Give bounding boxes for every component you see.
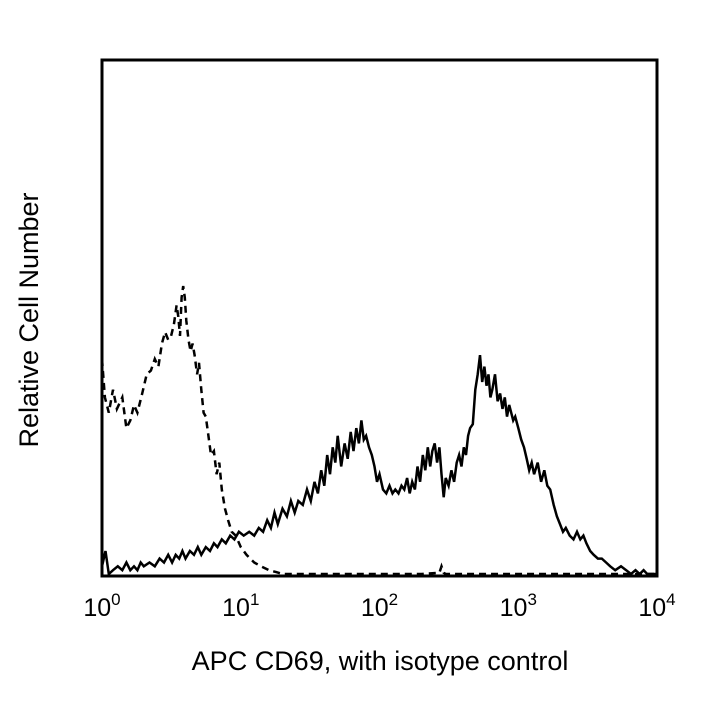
- y-axis-title: Relative Cell Number: [14, 192, 44, 447]
- x-tick-label: 101: [222, 590, 259, 622]
- x-tick-label: 102: [361, 590, 398, 622]
- isotype-control-histogram: [100, 285, 657, 576]
- x-axis-title: APC CD69, with isotype control: [192, 646, 569, 676]
- plot-frame: [100, 58, 659, 578]
- x-tick-label: 103: [500, 590, 537, 622]
- x-axis-ticks: 100 101 102 103 104: [83, 590, 675, 622]
- x-tick-label: 100: [83, 590, 120, 622]
- x-tick-label: 104: [638, 590, 675, 622]
- cd69-histogram: [100, 354, 657, 577]
- series-layer: [100, 285, 657, 577]
